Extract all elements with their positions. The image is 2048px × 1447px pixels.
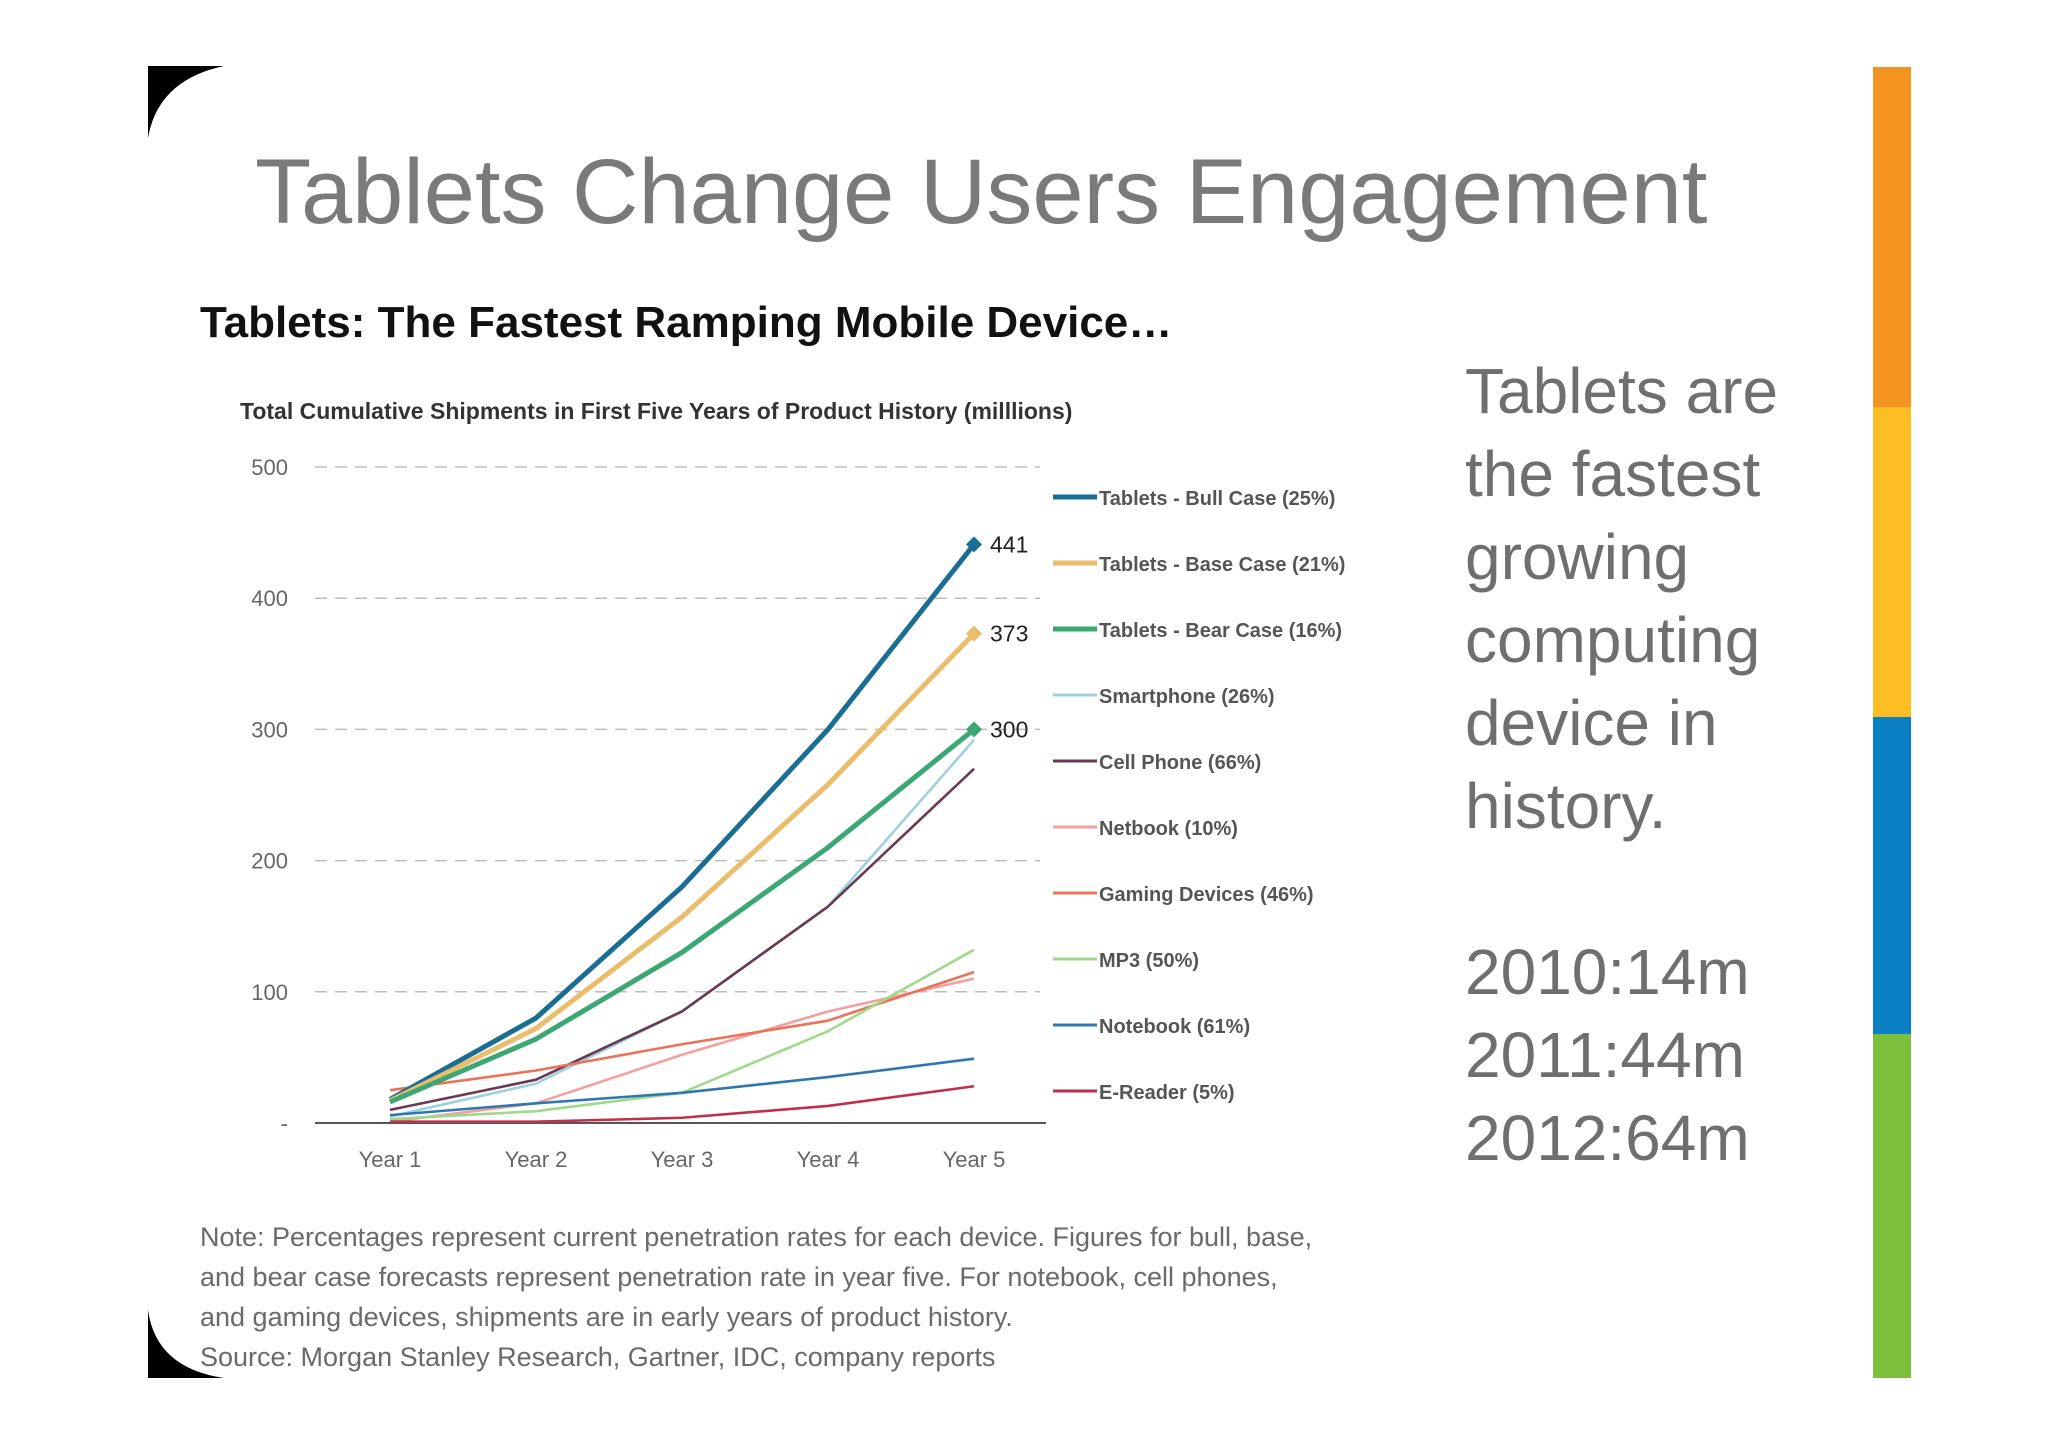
series-line [389, 767, 975, 1112]
y-tick-label: - [281, 1111, 288, 1136]
legend-label: Tablets - Bull Case (25%) [1099, 488, 1335, 510]
y-tick-label: 500 [251, 455, 288, 480]
stripe-orange [1873, 67, 1911, 407]
series-line [389, 727, 976, 1105]
series-line [390, 1084, 975, 1123]
corner-bracket-top [148, 66, 224, 138]
side-text-line: growing [1465, 521, 1690, 593]
chart-title: Total Cumulative Shipments in First Five… [240, 398, 1073, 424]
y-tick-label: 300 [251, 717, 288, 742]
series-line [388, 542, 976, 1102]
y-tick-label: 400 [251, 586, 288, 611]
series-line [389, 1057, 975, 1117]
spacer [1465, 848, 1778, 931]
stripe-yellow [1873, 407, 1911, 717]
note-line: Note: Percentages represent current pene… [200, 1222, 1313, 1252]
side-text-line: device in [1465, 687, 1718, 759]
chart-heading: Tablets: The Fastest Ramping Mobile Devi… [200, 298, 1173, 347]
slide-title: Tablets Change Users Engagement [255, 141, 1708, 243]
x-tick-label: Year 3 [651, 1147, 714, 1172]
series-end-marker [966, 536, 982, 553]
series-end-marker [966, 721, 982, 738]
legend-label: Tablets - Base Case (21%) [1099, 554, 1345, 576]
series-line [389, 970, 975, 1092]
side-callout: Tablets are the fastest growing computin… [1465, 350, 1778, 1180]
legend-label: E-Reader (5%) [1099, 1082, 1235, 1104]
corner-bracket-bottom [148, 1310, 224, 1378]
series-line [388, 631, 976, 1103]
series-end-marker [966, 625, 982, 642]
data-label: 373 [990, 621, 1028, 647]
legend-label: Cell Phone (66%) [1099, 752, 1261, 774]
data-label: 441 [990, 531, 1028, 557]
data-label: 300 [990, 716, 1028, 742]
x-tick-label: Year 1 [359, 1147, 422, 1172]
source-line: Source: Morgan Stanley Research, Gartner… [200, 1342, 996, 1372]
side-text-line: computing [1465, 604, 1761, 676]
x-tick-label: Year 2 [505, 1147, 568, 1172]
side-text-line: the fastest [1465, 438, 1761, 510]
side-stat-2012: 2012:64m [1465, 1102, 1750, 1174]
y-tick-label: 100 [251, 980, 288, 1005]
legend-label: MP3 (50%) [1099, 950, 1199, 972]
side-text-line: Tablets are [1465, 355, 1779, 427]
side-stat-2011: 2011:44m [1465, 1019, 1745, 1091]
legend-label: Notebook (61%) [1099, 1016, 1250, 1038]
stripe-green [1873, 1034, 1911, 1378]
note-line: and gaming devices, shipments are in ear… [200, 1302, 1013, 1332]
legend-label: Smartphone (26%) [1099, 686, 1275, 708]
series-line [389, 977, 975, 1123]
legend-label: Tablets - Bear Case (16%) [1099, 620, 1342, 642]
x-tick-label: Year 5 [943, 1147, 1006, 1172]
stripe-blue [1873, 717, 1911, 1034]
line-chart: - 100 200 300 400 500 Year 1 Year 2 Year 3 Year 4… [251, 455, 1345, 1172]
legend-label: Gaming Devices (46%) [1099, 884, 1314, 906]
y-tick-label: 200 [251, 849, 288, 874]
side-stat-2010: 2010:14m [1465, 936, 1750, 1008]
legend-label: Netbook (10%) [1099, 818, 1238, 840]
chart-note: Note: Percentages represent current pene… [200, 1217, 1312, 1377]
note-line: and bear case forecasts represent penetr… [200, 1262, 1278, 1292]
x-tick-label: Year 4 [797, 1147, 860, 1172]
side-text-line: history. [1465, 770, 1667, 842]
